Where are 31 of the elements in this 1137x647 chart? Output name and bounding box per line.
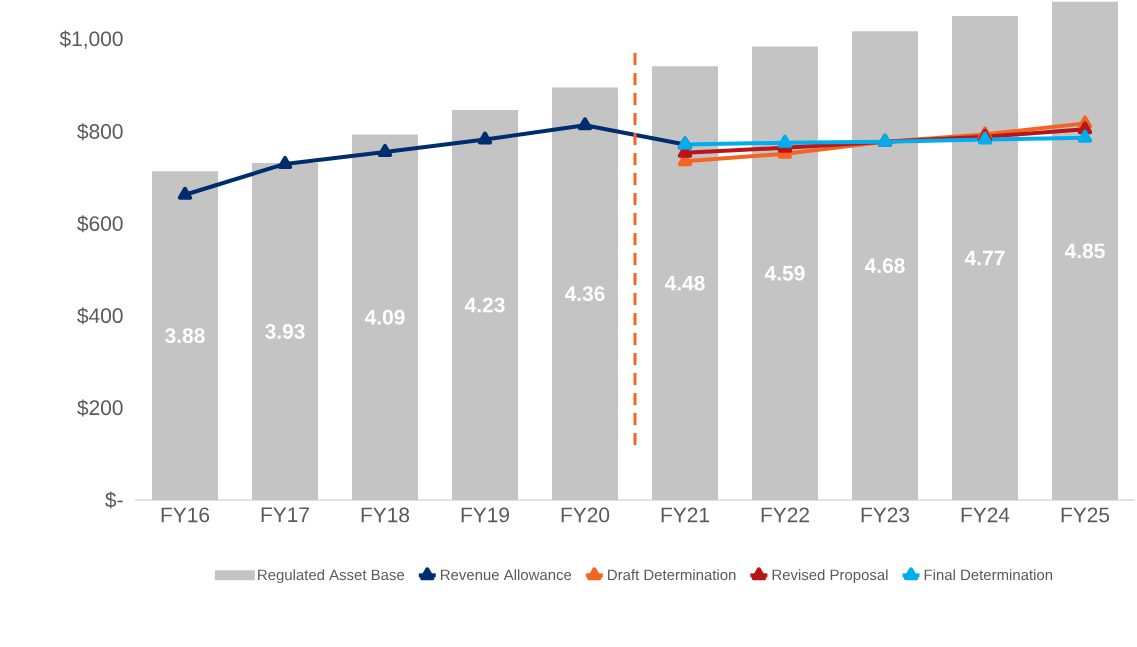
annotation: 4.23 (464, 297, 505, 313)
x-tick-label: FY23 (861, 507, 910, 523)
x-tick-label: FY18 (361, 507, 410, 523)
x-tick-label: FY20 (561, 507, 610, 523)
annotation: 4.36 (564, 286, 605, 302)
x-tick-label: FY21 (661, 507, 709, 523)
x-tick-label: FY19 (461, 507, 509, 523)
legend-label: Draft Determination (608, 569, 736, 581)
y-tick-label: $- (105, 491, 123, 509)
annotation: 4.09 (364, 309, 405, 325)
annotation: 4.59 (764, 265, 805, 281)
y-tick-label: $200 (77, 399, 123, 417)
annotation: 4.85 (1064, 243, 1105, 259)
legend-label: Final Determination (924, 569, 1053, 581)
x-tick-label: FY22 (761, 507, 809, 523)
x-tick-label: FY24 (961, 507, 1010, 523)
x-tick-label: FY16 (161, 507, 210, 523)
annotation: 4.68 (864, 258, 905, 274)
x-tick-label: FY25 (1061, 507, 1110, 523)
y-tick-label: $800 (77, 123, 123, 141)
y-tick-label: $1,000 (59, 30, 123, 49)
annotation: 4.77 (964, 250, 1005, 266)
x-tick-label: FY17 (261, 507, 309, 522)
legend-label: Revenue Allowance (440, 569, 572, 581)
legend-label: Regulated Asset Base (258, 569, 405, 584)
y-tick-label: $400 (77, 307, 123, 325)
annotation: 3.88 (165, 328, 205, 344)
y-tick-label: $600 (77, 215, 123, 233)
annotation: 3.93 (265, 324, 305, 339)
annotation: 4.48 (664, 275, 705, 291)
legend-label: Revised Proposal (772, 569, 888, 584)
